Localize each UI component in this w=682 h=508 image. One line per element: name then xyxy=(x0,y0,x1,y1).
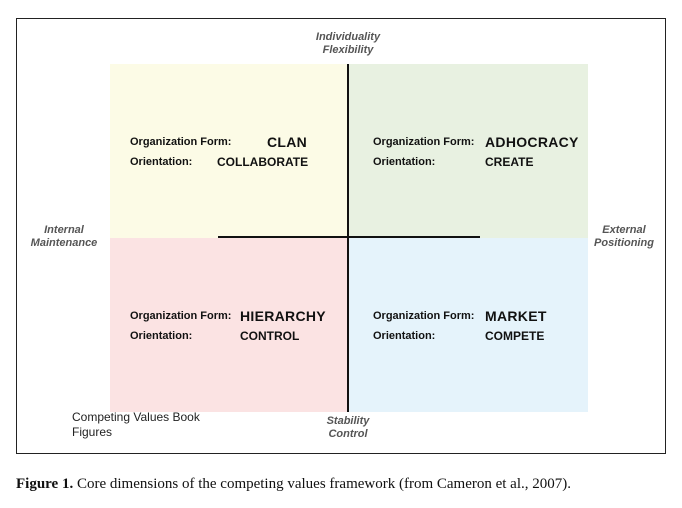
market-orientation-label: Orientation: xyxy=(373,330,436,342)
clan-orientation-value: COLLABORATE xyxy=(217,155,309,169)
axis-left-label: Internal Maintenance xyxy=(22,224,106,250)
hierarchy-form-label: Organization Form: xyxy=(130,310,232,322)
quadrant-market xyxy=(348,238,588,412)
adhocracy-form-value: ADHOCRACY xyxy=(485,134,579,150)
axis-top-line2: Flexibility xyxy=(322,44,374,56)
adhocracy-orientation-value: CREATE xyxy=(485,155,534,169)
hierarchy-orientation-value: CONTROL xyxy=(240,329,300,343)
axis-left-line2: Maintenance xyxy=(30,237,98,249)
figure-caption-text: Core dimensions of the competing values … xyxy=(76,476,572,492)
market-form-label: Organization Form: xyxy=(373,310,475,322)
clan-form-value: CLAN xyxy=(267,134,308,150)
figure-caption-label: Figure 1. xyxy=(16,476,74,492)
axis-bottom-line2: Control xyxy=(328,428,368,440)
axis-top-line1: Individuality xyxy=(315,31,381,43)
vertical-axis-line xyxy=(347,64,349,412)
hierarchy-orientation-label: Orientation: xyxy=(130,330,193,342)
quadrant-clan xyxy=(110,64,348,238)
source-note-line1: Competing Values Book xyxy=(72,410,200,424)
figure-frame xyxy=(16,18,666,454)
adhocracy-orientation-label: Orientation: xyxy=(373,156,436,168)
quadrant-hierarchy xyxy=(110,238,348,412)
axis-left-line1: Internal xyxy=(44,224,84,236)
adhocracy-form-label: Organization Form: xyxy=(373,136,475,148)
axis-right-line2: Positioning xyxy=(594,237,654,249)
quadrant-adhocracy xyxy=(348,64,588,238)
horizontal-axis-line xyxy=(218,236,480,238)
hierarchy-form-value: HIERARCHY xyxy=(240,308,326,324)
clan-form-label: Organization Form: xyxy=(130,136,232,148)
source-note-line2: Figures xyxy=(72,425,113,439)
market-orientation-value: COMPETE xyxy=(485,329,545,343)
axis-right-line1: External xyxy=(602,224,646,236)
figure-caption: Figure 1. Core dimensions of the competi… xyxy=(16,476,571,493)
source-note: Competing Values Book Figures xyxy=(72,410,222,440)
market-form-value: MARKET xyxy=(485,308,547,324)
clan-orientation-label: Orientation: xyxy=(130,156,193,168)
axis-top-label: Individuality Flexibility xyxy=(298,31,398,57)
axis-right-label: External Positioning xyxy=(584,224,664,250)
axis-bottom-label: Stability Control xyxy=(298,415,398,441)
axis-bottom-line1: Stability xyxy=(326,415,370,427)
